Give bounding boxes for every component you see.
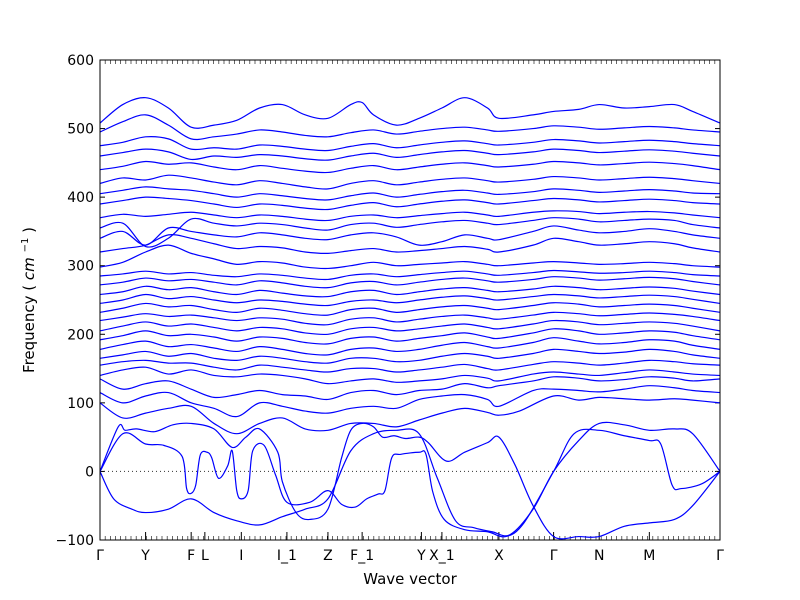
band-line: [99, 428, 721, 538]
band-line: [99, 359, 721, 373]
band-line: [99, 421, 721, 537]
x-tick-label: X: [494, 548, 504, 564]
band-line: [99, 276, 721, 289]
band-line: [99, 135, 721, 152]
y-tick-label: 400: [67, 190, 94, 206]
x-tick-label: I: [239, 548, 243, 564]
band-line: [99, 376, 721, 401]
band-line: [99, 210, 721, 222]
band-line: [99, 385, 721, 418]
y-axis-label-unit: cm: [20, 257, 38, 280]
y-axis-label-open: (: [20, 285, 38, 291]
band-line: [99, 328, 721, 345]
band-line: [99, 395, 721, 435]
y-axis-label-exp: −1: [20, 238, 31, 253]
series-lines: [99, 97, 721, 540]
band-line: [99, 269, 721, 281]
y-tick-label: 200: [67, 327, 94, 343]
band-line: [99, 319, 721, 336]
x-tick-label: Y: [140, 548, 150, 564]
band-line: [99, 225, 721, 246]
y-axis-label-close: ): [20, 227, 38, 233]
y-tick-label: 100: [67, 396, 94, 412]
band-line: [99, 114, 721, 141]
band-line: [99, 337, 721, 356]
x-tick-label: I_1: [277, 548, 297, 564]
y-axis-label: Frequency ( cm −1 ): [14, 227, 38, 373]
ticks-layer: [99, 59, 721, 541]
x-tick-label: M: [643, 548, 655, 564]
band-line: [99, 285, 721, 298]
band-line: [99, 97, 721, 129]
x-tick-label: Γ: [550, 548, 558, 564]
band-line: [99, 148, 721, 161]
x-tick-label: X_1: [429, 548, 455, 564]
x-tick-label: Z: [323, 548, 333, 564]
band-line: [99, 366, 721, 385]
x-tick-label: N: [594, 548, 604, 564]
band-line: [99, 217, 721, 248]
x-tick-label: F_1: [350, 548, 374, 564]
band-line: [99, 302, 721, 316]
x-tick-label: Γ: [716, 548, 724, 564]
y-tick-label: 500: [67, 122, 94, 138]
x-tick-label: F: [187, 548, 195, 564]
band-line: [99, 196, 721, 211]
band-line: [99, 186, 721, 201]
x-axis-label: Wave vector: [363, 570, 457, 588]
y-tick-label: −100: [56, 533, 94, 549]
y-tick-label: 0: [85, 464, 94, 480]
band-line: [99, 174, 721, 190]
band-line: [99, 348, 721, 364]
x-tick-label: Y: [416, 548, 426, 564]
band-line: [99, 160, 721, 174]
y-tick-label: 300: [67, 259, 94, 275]
band-line: [99, 293, 721, 307]
plot-frame: [99, 59, 721, 541]
band-line: [99, 234, 721, 255]
band-line: [99, 422, 721, 540]
y-axis-label-text: Frequency: [20, 295, 38, 373]
x-tick-label: Γ: [96, 548, 104, 564]
band-line: [99, 311, 721, 326]
y-tick-label: 600: [67, 53, 94, 69]
band-line: [99, 244, 721, 270]
x-tick-label: L: [201, 548, 209, 564]
